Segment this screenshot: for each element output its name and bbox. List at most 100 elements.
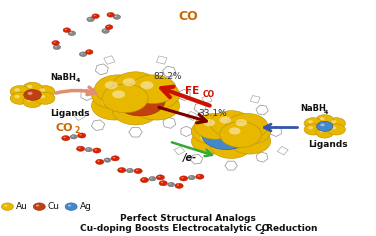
Circle shape [23, 82, 42, 94]
Circle shape [316, 115, 334, 126]
Circle shape [220, 116, 231, 124]
Circle shape [97, 160, 100, 162]
Circle shape [191, 128, 233, 154]
Circle shape [316, 127, 334, 138]
Circle shape [212, 126, 226, 134]
Circle shape [91, 80, 138, 109]
Circle shape [113, 15, 121, 19]
Circle shape [197, 175, 200, 177]
Circle shape [188, 175, 195, 180]
Circle shape [194, 114, 236, 139]
Circle shape [70, 32, 72, 33]
Circle shape [133, 80, 180, 109]
Circle shape [64, 137, 66, 138]
Circle shape [317, 121, 333, 131]
Circle shape [308, 120, 313, 123]
Circle shape [235, 119, 247, 126]
Circle shape [81, 53, 83, 54]
Circle shape [106, 159, 108, 160]
Text: 82.2%: 82.2% [153, 72, 182, 81]
Circle shape [88, 18, 91, 19]
Circle shape [229, 127, 241, 135]
Circle shape [65, 203, 77, 210]
Circle shape [196, 174, 204, 179]
Circle shape [92, 14, 99, 18]
Circle shape [210, 111, 252, 136]
Circle shape [95, 75, 141, 104]
Text: Reduction: Reduction [263, 224, 317, 233]
Circle shape [62, 136, 70, 141]
Text: CO: CO [55, 122, 73, 133]
Circle shape [190, 176, 192, 177]
Text: 2: 2 [260, 229, 265, 235]
Circle shape [27, 92, 33, 95]
Circle shape [85, 50, 93, 54]
Circle shape [102, 87, 115, 95]
Circle shape [23, 96, 42, 108]
Circle shape [149, 177, 156, 181]
Circle shape [128, 169, 130, 171]
Text: NaBH: NaBH [50, 73, 76, 82]
Circle shape [68, 31, 76, 36]
Circle shape [87, 51, 89, 52]
Circle shape [327, 118, 346, 129]
Circle shape [87, 148, 89, 150]
Text: Perfect Structural Analogs: Perfect Structural Analogs [120, 214, 256, 223]
Circle shape [175, 183, 183, 188]
Circle shape [200, 124, 212, 131]
Circle shape [156, 175, 164, 180]
Circle shape [103, 30, 106, 31]
Text: NaBH: NaBH [300, 104, 326, 114]
Circle shape [229, 128, 271, 154]
Circle shape [40, 95, 45, 98]
Circle shape [105, 81, 118, 89]
Circle shape [24, 89, 41, 100]
Circle shape [304, 118, 322, 129]
Circle shape [76, 146, 85, 151]
Circle shape [53, 42, 56, 43]
Circle shape [112, 72, 159, 101]
Text: CO: CO [202, 90, 214, 99]
Circle shape [93, 148, 101, 153]
Circle shape [113, 157, 115, 158]
Circle shape [107, 26, 109, 27]
Circle shape [107, 13, 114, 17]
Circle shape [238, 124, 250, 131]
Circle shape [140, 177, 149, 183]
Circle shape [320, 129, 325, 132]
Circle shape [4, 205, 8, 207]
Circle shape [68, 205, 71, 207]
Circle shape [126, 92, 140, 100]
Text: Cu-doping Boosts Electrocatalytic CO: Cu-doping Boosts Electrocatalytic CO [80, 224, 270, 233]
Circle shape [94, 149, 97, 151]
Circle shape [14, 95, 20, 98]
Circle shape [77, 133, 86, 138]
Circle shape [226, 114, 268, 139]
Circle shape [33, 203, 45, 210]
Text: Cu: Cu [48, 202, 60, 211]
Circle shape [308, 126, 313, 129]
Circle shape [144, 98, 156, 106]
Circle shape [220, 138, 231, 146]
Circle shape [200, 134, 212, 141]
Circle shape [191, 118, 233, 144]
Circle shape [320, 117, 325, 120]
Circle shape [141, 81, 153, 89]
Circle shape [102, 98, 115, 106]
Circle shape [134, 169, 142, 173]
Circle shape [36, 205, 39, 207]
Circle shape [14, 88, 20, 92]
Circle shape [136, 170, 138, 171]
Circle shape [118, 168, 126, 173]
Circle shape [112, 96, 159, 125]
Circle shape [320, 123, 325, 126]
Circle shape [203, 119, 215, 126]
Circle shape [161, 182, 163, 183]
Text: FE: FE [185, 86, 199, 97]
Circle shape [133, 91, 180, 120]
Circle shape [27, 85, 33, 88]
Circle shape [78, 147, 80, 149]
Circle shape [304, 124, 322, 135]
Circle shape [120, 169, 122, 170]
Circle shape [142, 179, 144, 180]
